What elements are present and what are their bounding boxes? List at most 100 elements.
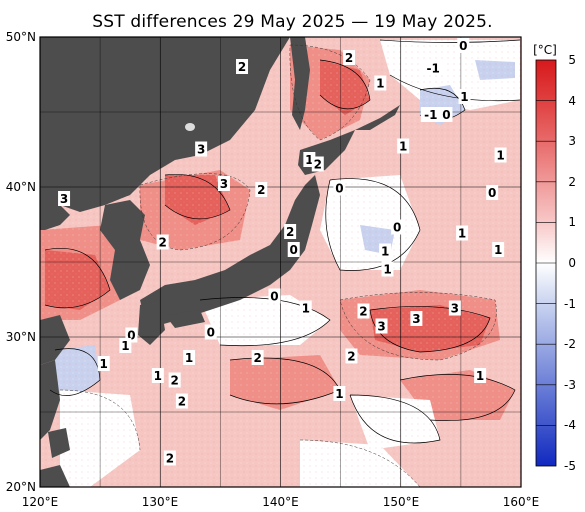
contour-label: 2: [345, 51, 353, 65]
contour-label-bg: [119, 338, 132, 353]
contour-label: 1: [185, 351, 193, 365]
contour-label-bg: [268, 288, 281, 304]
land-korea: [100, 200, 150, 300]
land-luzon: [40, 465, 70, 487]
contour-label-bg: [474, 368, 487, 383]
contour-label: 1: [154, 369, 162, 383]
contour-label-bg: [183, 350, 196, 365]
contour-label: 0: [335, 182, 343, 196]
contour-label: 1: [381, 245, 389, 259]
contour-label-bg: [333, 180, 346, 196]
contour-label: 2: [178, 395, 186, 409]
contour-label: 1: [460, 90, 468, 104]
contour-label-bg: [299, 300, 312, 316]
land-liaodong: [40, 205, 70, 230]
colorbar-label: -1: [564, 297, 576, 311]
land-honshu: [140, 175, 320, 325]
contour-label-bg: [357, 303, 370, 319]
lon-tick-label: 120°E: [22, 495, 59, 509]
lon-tick-label: 130°E: [142, 495, 179, 509]
land-kyushu: [138, 300, 165, 345]
lat-axis: 50°N 40°N 30°N 20°N: [6, 30, 36, 494]
contour-label: 1: [302, 302, 310, 316]
contour-label-bg: [287, 242, 300, 257]
contour-label-bg: [204, 324, 217, 340]
contour-label: 0: [442, 108, 450, 122]
contour-label: 0: [459, 39, 467, 53]
contour-label-bg: [345, 348, 358, 364]
contour-label-bg: [492, 242, 505, 257]
contour-label-bg: [195, 141, 208, 157]
colorbar-label: 2: [568, 175, 576, 189]
contour-label: 0: [488, 186, 496, 200]
contour-label-bg: [151, 368, 164, 383]
contour-label: 2: [158, 236, 166, 250]
colorbar-label: 0: [568, 256, 576, 270]
contour-label-bg: [381, 261, 394, 277]
land-china-south: [40, 360, 60, 440]
contour-label: 3: [451, 302, 459, 316]
contour-label-bg: [333, 386, 346, 401]
contour-label-bg: [397, 138, 410, 154]
contour-label-bg: [458, 89, 471, 104]
contour-label: 1: [496, 149, 504, 163]
lon-axis: 120°E 130°E 140°E 150°E 160°E: [22, 495, 540, 509]
contour-label-bg: [284, 224, 297, 239]
land-taiwan: [48, 428, 70, 458]
contour-label-bg: [168, 372, 181, 388]
contour-label-bg: [311, 156, 324, 172]
contour-label: 2: [286, 225, 294, 239]
contour-label: 3: [197, 143, 205, 157]
contour-label: 2: [166, 452, 174, 466]
lake: [185, 123, 195, 131]
contour-label: 0: [207, 326, 215, 340]
land-sakhalin: [290, 37, 310, 130]
contour-label: 2: [171, 374, 179, 388]
colorbar-label: -5: [564, 459, 576, 473]
contour-label-bg: [494, 147, 507, 163]
contour-label-bg: [251, 350, 264, 365]
lat-tick-label: 20°N: [6, 480, 36, 494]
map-title: SST differences 29 May 2025 — 19 May 202…: [92, 12, 493, 32]
contour-label: 1: [100, 357, 108, 371]
colorbar-ticks: [536, 100, 556, 426]
contour-label-bg: [156, 234, 169, 250]
contour-label: 2: [359, 305, 367, 319]
contour-label: 2: [257, 183, 265, 197]
colorbar-label: -4: [564, 418, 576, 432]
contour-label: -1: [424, 108, 437, 122]
land-china-coast: [40, 315, 70, 365]
map-frame: [39, 36, 522, 488]
contour-label-bg: [343, 50, 356, 65]
contour-label-bg: [423, 60, 444, 76]
contour-label: 0: [290, 243, 298, 257]
contour-label: 3: [220, 177, 228, 191]
contour-label: 1: [121, 339, 129, 353]
contour-label-bg: [97, 356, 110, 371]
contour-label: 3: [377, 320, 385, 334]
contour-label-bg: [255, 182, 268, 197]
colorbar-unit: [°C]: [533, 43, 557, 57]
colorbar-label: -3: [564, 378, 576, 392]
contour-label-bg: [448, 300, 461, 316]
contour-label-bg: [410, 311, 423, 326]
contour-label-bg: [236, 59, 249, 74]
contour-label-bg: [420, 107, 441, 122]
contour-label-bg: [163, 450, 176, 466]
lat-tick-label: 50°N: [6, 30, 36, 44]
contour-label-bg: [379, 243, 392, 259]
contour-label: 1: [383, 263, 391, 277]
contour-label: 2: [347, 350, 355, 364]
contour-label: 1: [305, 153, 313, 167]
colorbar: [°C] 5 4 3 2 1 0 -1 -2 -3 -4 -5: [533, 43, 576, 473]
contours-dashed: [59, 44, 497, 487]
contour-label: 2: [314, 158, 322, 172]
contour-label-bg: [457, 38, 470, 53]
contour-label: 1: [476, 369, 484, 383]
contour-label-bg: [374, 75, 387, 91]
contour-label: 0: [127, 329, 135, 343]
lon-tick-label: 160°E: [503, 495, 540, 509]
contour-label: 0: [270, 290, 278, 304]
